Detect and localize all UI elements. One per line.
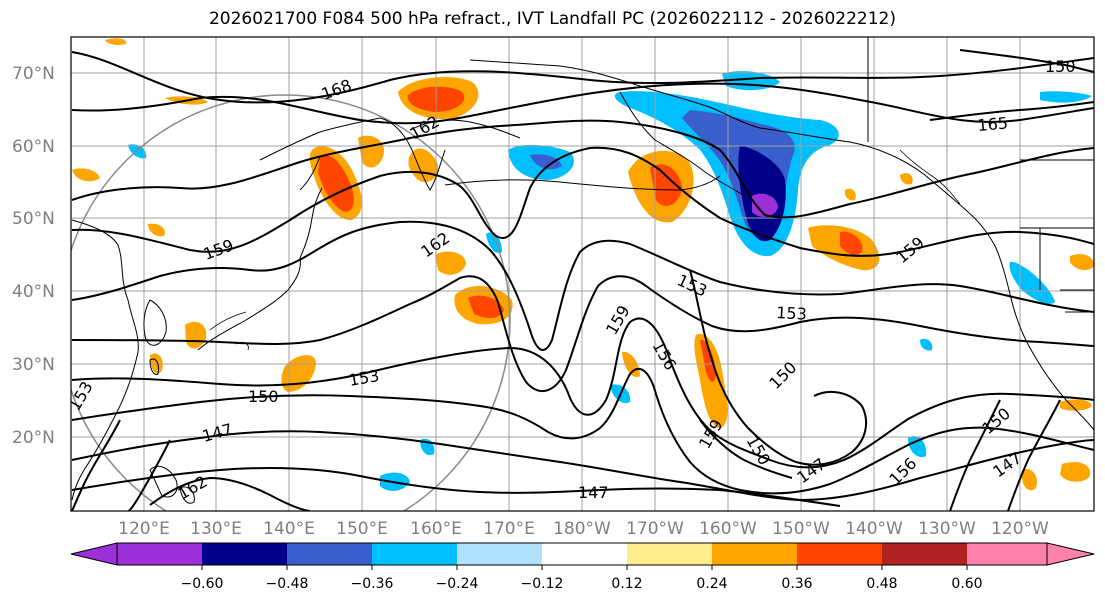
shade-positive <box>1021 468 1037 491</box>
colorbar-tick: 0.48 <box>866 576 897 592</box>
contour-label: 153 <box>776 303 807 324</box>
colorbar-tick: 0.36 <box>781 576 812 592</box>
shade-positive <box>148 223 165 237</box>
colorbar-tick: −0.12 <box>521 576 564 592</box>
lon-label: 120°E <box>118 519 170 539</box>
contour-label: 150 <box>248 387 279 406</box>
colorbar-segment <box>542 543 627 565</box>
lat-label: 40°N <box>12 282 55 302</box>
shade-positive <box>700 339 716 382</box>
islands <box>209 149 961 351</box>
graticule <box>71 37 1094 511</box>
colorbar-tick: −0.36 <box>351 576 394 592</box>
colorbar-tick: −0.48 <box>266 576 309 592</box>
colorbar: −0.60 −0.48 −0.36 −0.24 −0.12 0.12 0.24 … <box>70 542 1095 592</box>
shade-positive <box>435 251 466 275</box>
lon-label: 170°E <box>483 519 535 539</box>
shade-negative <box>752 193 778 217</box>
colorbar-segment <box>117 543 202 565</box>
longitude-labels: 120°E 130°E 140°E 150°E 160°E 170°E 180°… <box>118 519 1049 539</box>
shade-positive <box>1070 254 1094 271</box>
contour-label: 147 <box>578 483 609 502</box>
lon-label: 130°E <box>190 519 242 539</box>
colorbar-segment <box>712 543 797 565</box>
colorbar-extend-min <box>70 542 118 566</box>
map-title: 2026021700 F084 500 hPa refract., IVT La… <box>208 9 896 29</box>
lat-label: 20°N <box>12 428 55 448</box>
range-circle <box>71 94 511 511</box>
shade-positive <box>650 164 682 207</box>
colorbar-segment <box>287 543 372 565</box>
colorbar-segment <box>882 543 967 565</box>
shade-negative <box>1040 91 1092 103</box>
shade-negative <box>920 338 933 351</box>
lat-label: 50°N <box>12 209 55 229</box>
colorbar-segment <box>797 543 882 565</box>
colorbar-tick: 0.12 <box>611 576 642 592</box>
shade-negative <box>530 154 562 170</box>
shade-positive <box>1060 462 1091 482</box>
ivt-shading <box>72 38 1094 491</box>
colorbar-extend-max <box>1046 542 1095 566</box>
coastlines <box>71 37 1094 504</box>
shade-positive <box>468 295 504 319</box>
lat-label: 60°N <box>12 137 55 157</box>
shade-negative <box>1009 261 1055 305</box>
height-contours <box>71 49 1094 511</box>
colorbar-tick: −0.24 <box>436 576 479 592</box>
shade-positive <box>105 38 127 45</box>
lon-label: 180°W <box>553 519 611 539</box>
shade-positive <box>844 188 856 201</box>
latitude-labels: 70°N 60°N 50°N 40°N 30°N 20°N <box>12 64 55 448</box>
colorbar-tick: 0.60 <box>951 576 982 592</box>
lat-label: 70°N <box>12 64 55 84</box>
lon-label: 130°W <box>918 519 976 539</box>
contour-label: 165 <box>977 113 1009 135</box>
lon-label: 140°E <box>263 519 315 539</box>
colorbar-segment <box>627 543 712 565</box>
shade-positive <box>72 168 100 182</box>
shade-positive <box>318 155 354 212</box>
lon-label: 140°W <box>845 519 903 539</box>
colorbar-segment <box>967 543 1047 565</box>
shade-positive <box>840 231 863 255</box>
colorbar-tick: 0.24 <box>696 576 727 592</box>
lon-label: 170°W <box>626 519 684 539</box>
colorbar-segment <box>372 543 457 565</box>
shade-positive <box>900 173 913 185</box>
colorbar-segment <box>457 543 542 565</box>
lon-label: 150°E <box>336 519 388 539</box>
colorbar-segment <box>202 543 287 565</box>
lon-label: 120°W <box>991 519 1049 539</box>
lon-label: 160°E <box>410 519 462 539</box>
lon-label: 150°W <box>772 519 830 539</box>
map-border <box>70 36 1095 512</box>
colorbar-tick: −0.60 <box>181 576 224 592</box>
shade-negative <box>908 436 927 458</box>
lat-label: 30°N <box>12 355 55 375</box>
lon-label: 160°W <box>699 519 757 539</box>
contour-label: 150 <box>1045 57 1076 76</box>
